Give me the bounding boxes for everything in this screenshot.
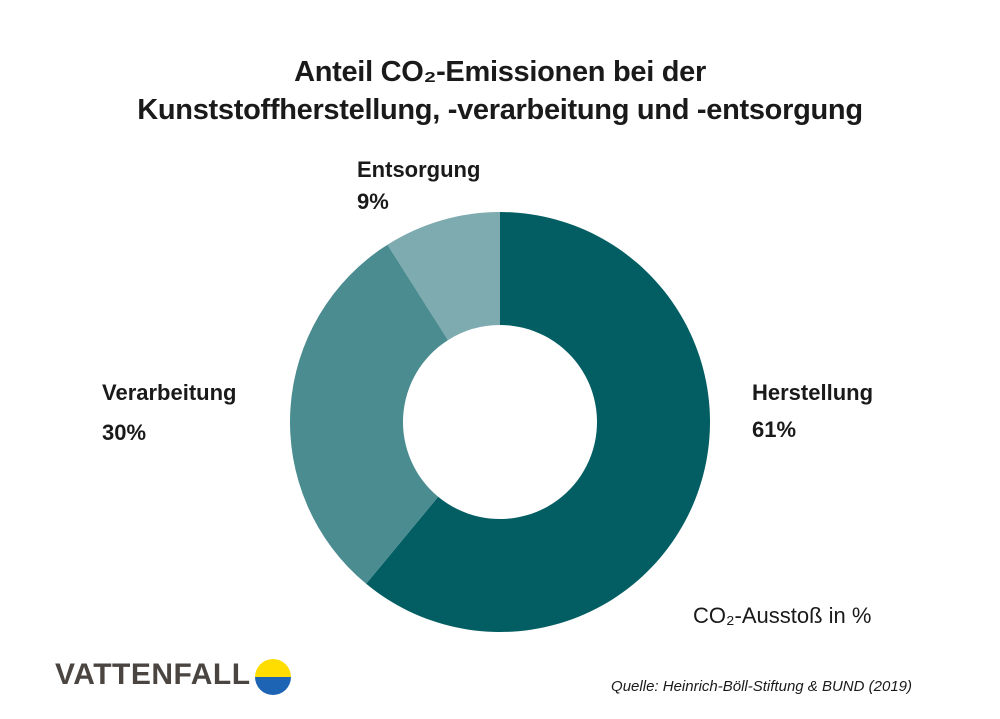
label-verarbeitung: Verarbeitung 30% (102, 379, 236, 447)
unit-label: CO₂-Ausstoß in % (693, 603, 872, 628)
slice-value-label: 61% (752, 417, 797, 442)
slice-herstellung (366, 212, 710, 632)
source-note: Quelle: Heinrich-Böll-Stiftung & BUND (2… (611, 678, 912, 695)
slice-value-label: 30% (102, 420, 147, 445)
label-herstellung: Herstellung 61% (752, 379, 873, 444)
logo-wordmark: VATTENFALL (55, 658, 251, 691)
slice-verarbeitung (290, 244, 449, 584)
label-entsorgung: Entsorgung 9% (357, 156, 480, 216)
vattenfall-logo: VATTENFALL (55, 658, 251, 692)
chart-title-line-1: Anteil CO₂-Emissionen bei der (294, 56, 706, 88)
slice-entsorgung (387, 212, 500, 341)
slice-label: Entsorgung (357, 157, 481, 182)
slice-label: Herstellung (752, 380, 874, 405)
chart-title-line-2: Kunststoffherstellung, -verarbeitung und… (137, 94, 863, 126)
slice-value-label: 9% (357, 189, 389, 214)
slice-label: Verarbeitung (102, 380, 237, 405)
